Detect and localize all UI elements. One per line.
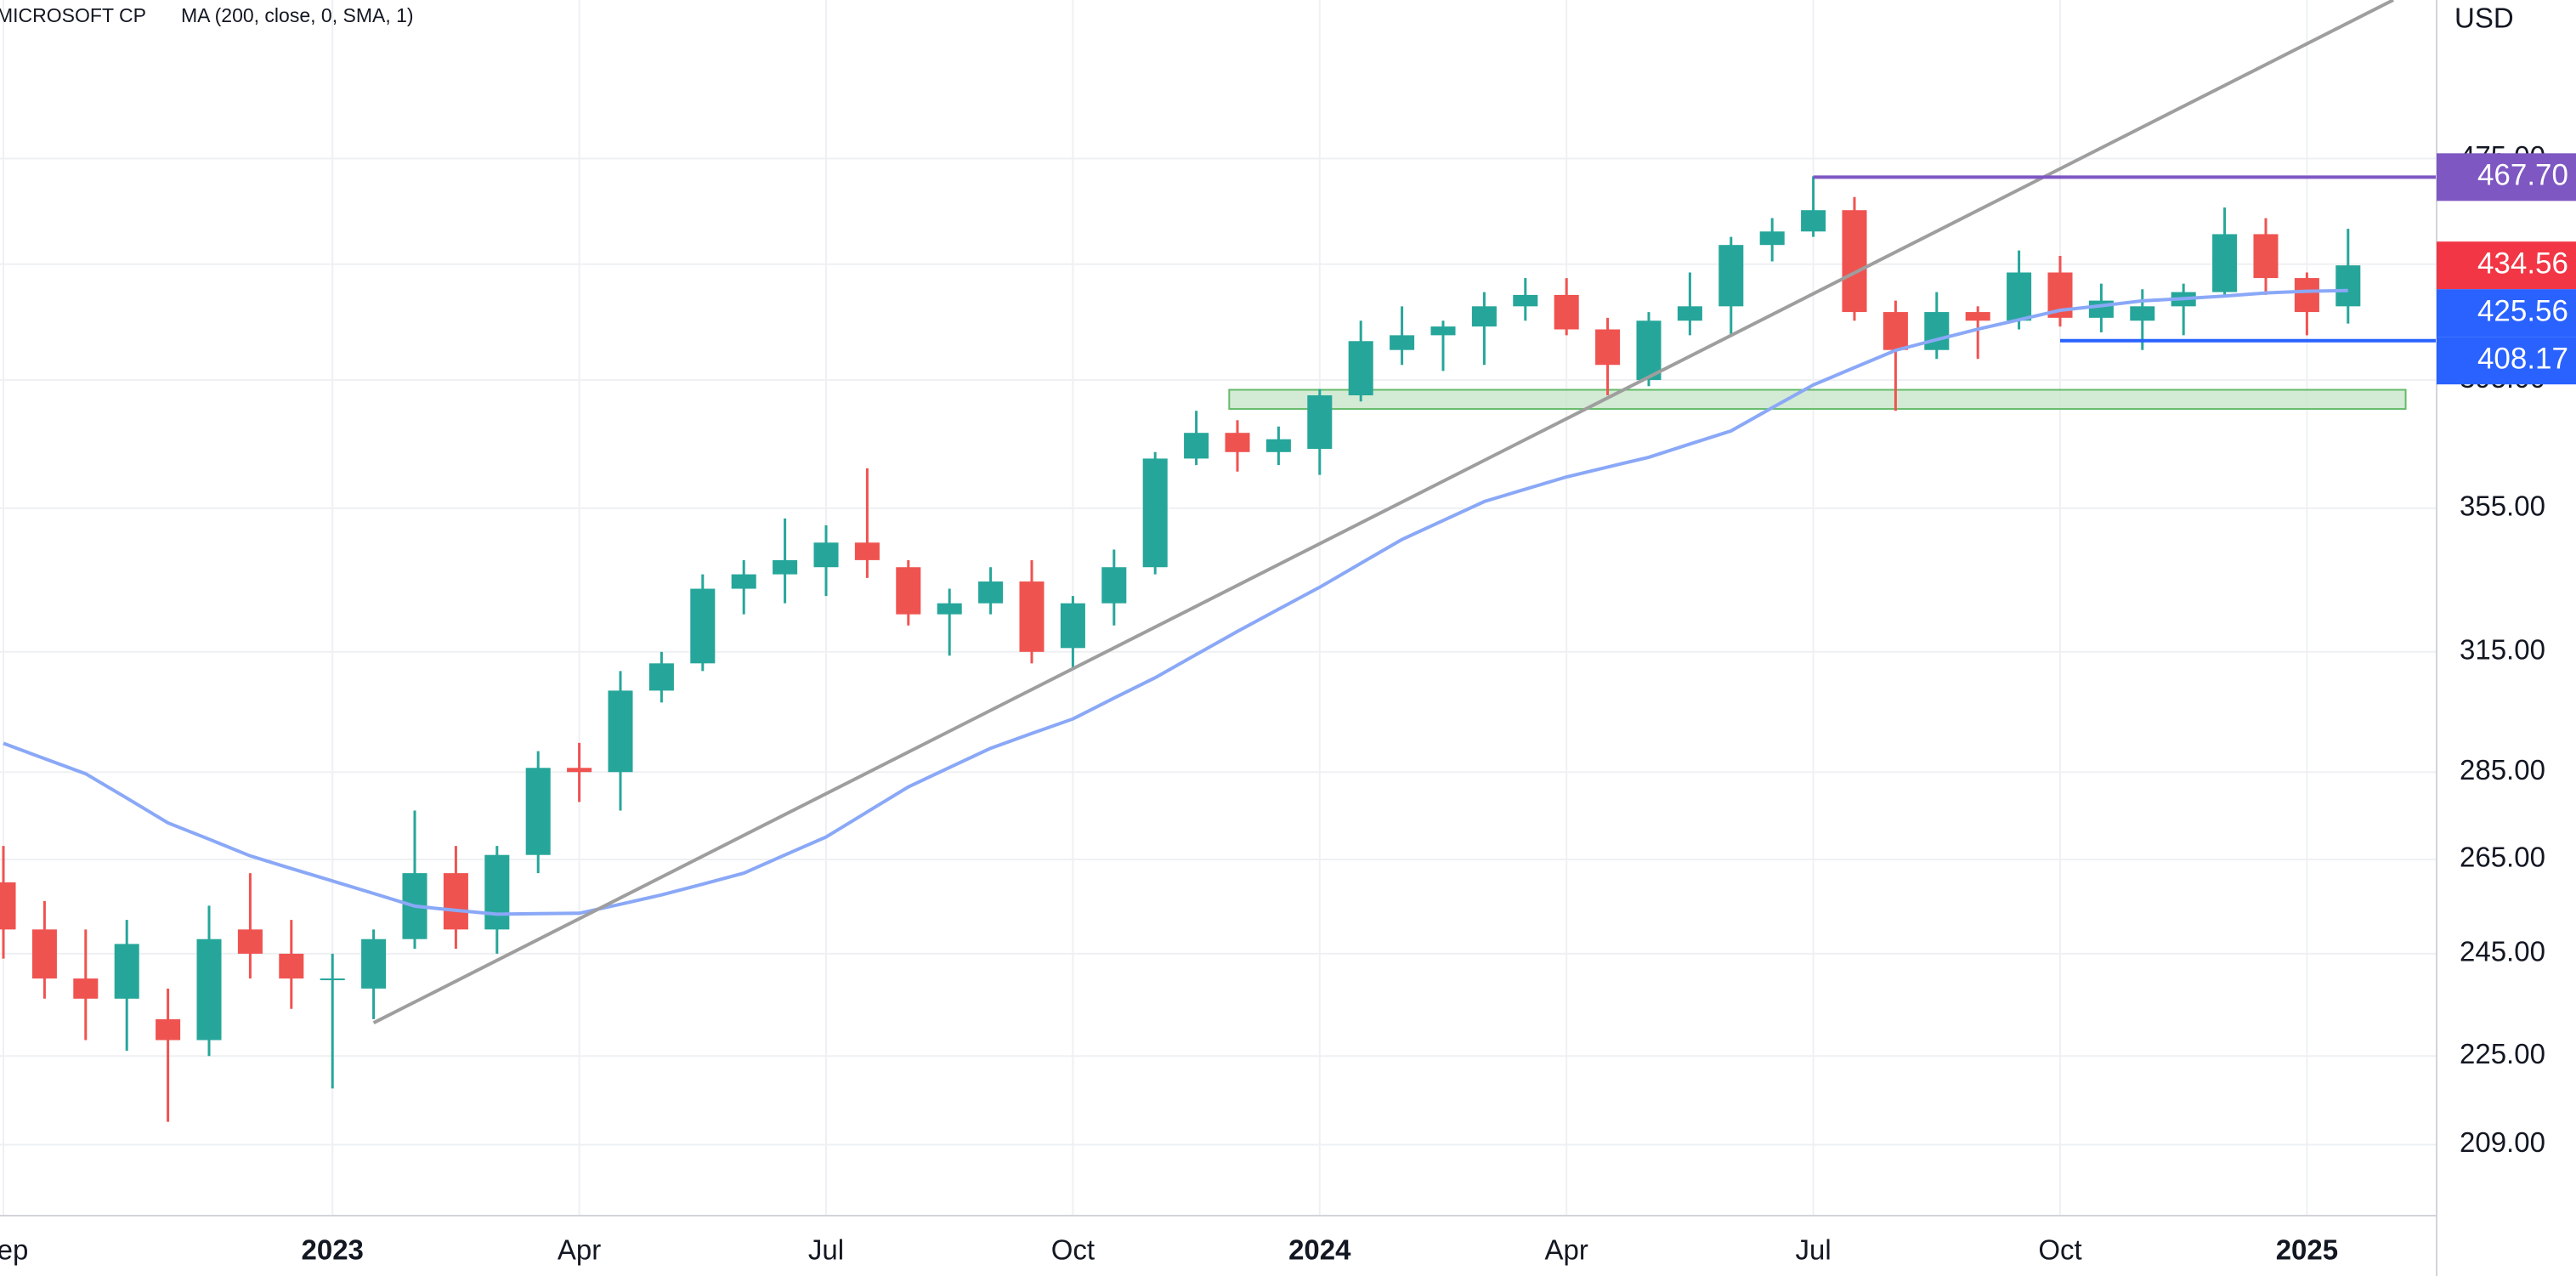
candle-body	[1595, 329, 1621, 366]
x-tick-label: Apr	[558, 1234, 601, 1266]
candle-body	[114, 944, 139, 999]
candle-body	[1759, 231, 1785, 246]
y-tick-label: 355.00	[2460, 491, 2545, 522]
symbol-title: MICROSOFT CP	[0, 4, 146, 26]
candle-body	[896, 567, 921, 615]
price-label: 408.17	[2477, 342, 2568, 375]
candle-body	[978, 581, 1004, 604]
candle-body	[1142, 458, 1168, 568]
candle-body	[1307, 395, 1333, 450]
x-tick-label: Sep	[0, 1234, 28, 1266]
candle-body	[854, 542, 880, 560]
moving-average	[3, 288, 2348, 916]
indicator-label: MA (200, close, 0, SMA, 1)	[181, 4, 414, 26]
candle-body	[0, 882, 16, 930]
trendline	[372, 0, 2394, 1024]
support-zone	[1228, 388, 2407, 411]
candle-body	[1882, 312, 1908, 350]
currency: USD	[2454, 3, 2514, 34]
candle-body	[1390, 335, 1415, 350]
candle-body	[1348, 341, 1373, 396]
candle-body	[608, 690, 633, 773]
candle-body	[937, 603, 962, 615]
x-tick-label: Oct	[1051, 1234, 1095, 1266]
price-label-box	[2437, 289, 2576, 337]
candle-body	[1019, 581, 1045, 652]
candle-body	[2294, 278, 2319, 313]
x-tick-label: Jul	[1796, 1234, 1832, 1266]
candle-body	[2007, 272, 2032, 321]
y-tick-label: 265.00	[2460, 842, 2545, 873]
y-tick-label: 245.00	[2460, 936, 2545, 967]
candle-body	[813, 542, 839, 568]
candle-body	[1265, 439, 1291, 452]
candle-body	[2253, 234, 2279, 279]
candle-body	[237, 929, 263, 954]
candle-body	[1225, 433, 1250, 452]
price-label: 467.70	[2477, 159, 2568, 192]
candle-body	[1636, 320, 1662, 381]
candle-body	[320, 978, 345, 981]
candle-body	[1718, 245, 1744, 307]
price-label-box	[2437, 153, 2576, 201]
price-label: 434.56	[2477, 247, 2568, 280]
candle-body	[279, 953, 304, 979]
price-label-box	[2437, 337, 2576, 385]
candle-body	[361, 939, 387, 989]
candle-body	[1471, 306, 1497, 327]
candle-body	[648, 663, 674, 691]
x-tick-label: Apr	[1545, 1234, 1588, 1266]
x-tick-label: Oct	[2038, 1234, 2081, 1266]
candle-body	[1842, 210, 1867, 313]
candle-body	[2335, 265, 2361, 307]
candle-body	[1060, 603, 1085, 649]
candle-body	[156, 1018, 181, 1041]
candle-body	[73, 978, 99, 999]
x-tick-label: Jul	[808, 1234, 844, 1266]
y-tick-label: 315.00	[2460, 634, 2545, 666]
candle-body	[1513, 294, 1538, 307]
x-tick-label: 2025	[2276, 1234, 2338, 1266]
candle-body	[731, 574, 756, 589]
candle-body	[196, 939, 222, 1041]
candle-body	[525, 768, 551, 855]
candle-body	[484, 854, 510, 930]
candle-body	[1677, 306, 1702, 321]
candle-body	[1554, 294, 1579, 330]
candle-body	[1801, 210, 1826, 232]
candle-body	[2212, 234, 2238, 292]
y-tick-label: 209.00	[2460, 1126, 2545, 1158]
y-tick-label: 225.00	[2460, 1038, 2545, 1069]
x-tick-label: 2023	[301, 1234, 363, 1266]
candle-body	[1924, 312, 1950, 350]
candle-body	[1184, 433, 1209, 459]
candle-body	[567, 768, 592, 773]
candle-body	[443, 873, 468, 930]
y-tick-label: 285.00	[2460, 754, 2545, 785]
candle-body	[1965, 312, 1990, 321]
candle-body	[1430, 326, 1456, 336]
price-label-box	[2437, 241, 2576, 290]
candle-body	[773, 559, 798, 575]
candle-body	[690, 588, 716, 664]
candle-body	[2130, 306, 2155, 321]
price-label: 425.56	[2477, 294, 2568, 327]
candle-body	[31, 929, 57, 979]
x-tick-label: 2024	[1288, 1234, 1351, 1266]
candle-body	[1101, 567, 1127, 604]
